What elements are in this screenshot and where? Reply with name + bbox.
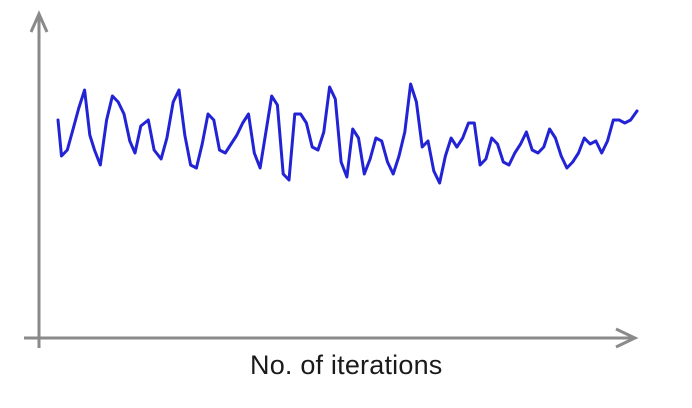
y-axis-arrowhead xyxy=(29,10,49,33)
series-layer xyxy=(56,82,639,185)
series-line-1 xyxy=(56,82,639,185)
y-axis xyxy=(29,10,49,348)
x-axis-label: No. of iterations xyxy=(250,350,443,380)
x-axis xyxy=(24,327,639,349)
x-axis-arrowhead xyxy=(615,327,639,349)
